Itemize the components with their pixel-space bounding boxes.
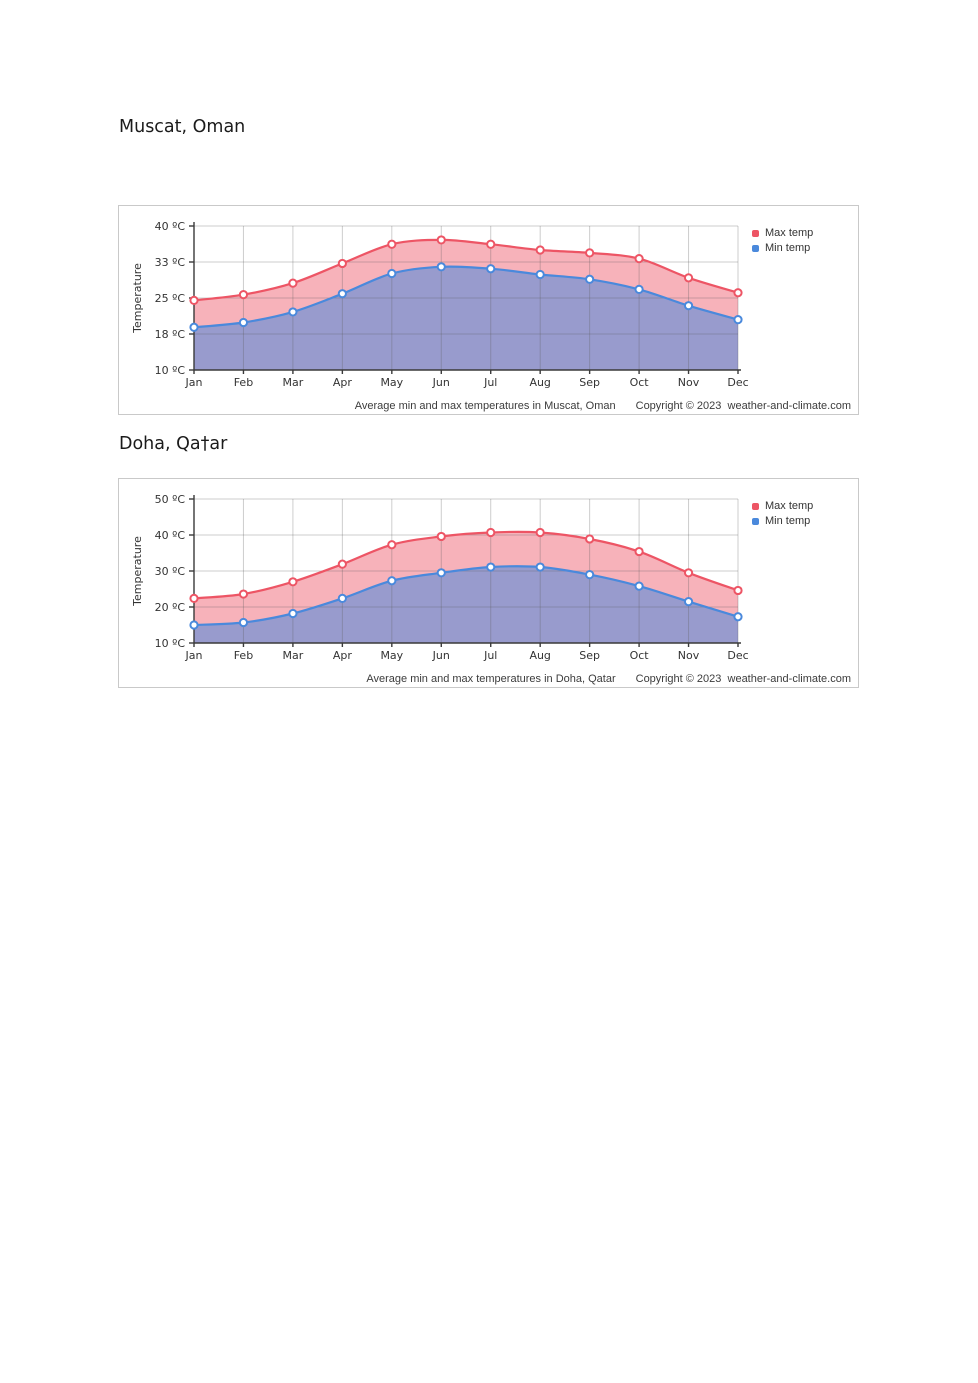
axes	[189, 495, 741, 647]
svg-text:Jul: Jul	[483, 649, 497, 662]
svg-text:Apr: Apr	[333, 376, 353, 389]
caption-text: Average min and max temperatures in Musc…	[354, 400, 616, 412]
svg-text:Oct: Oct	[630, 376, 650, 389]
max-temp-swatch-icon	[752, 229, 759, 237]
min-temp-area	[194, 566, 738, 643]
min-temp-swatch-icon	[752, 244, 759, 252]
svg-text:30 ºC: 30 ºC	[155, 565, 186, 578]
y-tick-labels: 50 ºC 40 ºC 30 ºC 20 ºC 10 ºC	[155, 493, 186, 650]
svg-text:20 ºC: 20 ºC	[155, 601, 186, 614]
max-temp-swatch-icon	[752, 502, 759, 510]
legend: Max temp Min temp	[752, 499, 813, 528]
svg-text:10 ºC: 10 ºC	[155, 637, 186, 650]
svg-text:Feb: Feb	[234, 376, 253, 389]
svg-text:Jul: Jul	[483, 376, 497, 389]
svg-text:Oct: Oct	[630, 649, 650, 662]
legend-label-min-temp: Min temp	[765, 515, 811, 527]
svg-text:Mar: Mar	[283, 376, 304, 389]
svg-text:10 ºC: 10 ºC	[155, 364, 186, 377]
y-axis-title: Temperature	[131, 536, 144, 607]
svg-text:Jan: Jan	[185, 649, 203, 662]
svg-text:18 ºC: 18 ºC	[155, 328, 186, 341]
svg-text:Jun: Jun	[432, 376, 450, 389]
legend-item-min-temp: Min temp	[752, 514, 813, 528]
y-tick-labels: 40 ºC 33 ºC 25 ºC 18 ºC 10 ºC	[155, 220, 186, 377]
max-temp-markers	[189, 235, 743, 306]
svg-text:Dec: Dec	[727, 649, 748, 662]
min-temp-markers	[189, 262, 743, 332]
svg-text:Sep: Sep	[579, 649, 600, 662]
max-temp-markers	[189, 527, 743, 603]
svg-text:40 ºC: 40 ºC	[155, 220, 186, 233]
chart-caption: Average min and max temperatures in Doha…	[366, 673, 851, 685]
svg-text:Jun: Jun	[432, 649, 450, 662]
legend-item-max-temp: Max temp	[752, 499, 813, 513]
svg-text:40 ºC: 40 ºC	[155, 529, 186, 542]
caption-text: Average min and max temperatures in Doha…	[366, 673, 616, 685]
svg-text:Sep: Sep	[579, 376, 600, 389]
min-temp-area	[194, 266, 738, 370]
svg-text:25 ºC: 25 ºC	[155, 292, 186, 305]
legend-label-max-temp: Max temp	[765, 500, 814, 512]
legend: Max temp Min temp	[752, 226, 813, 255]
min-temp-markers	[189, 562, 743, 630]
min-temp-swatch-icon	[752, 517, 759, 525]
svg-text:May: May	[380, 649, 403, 662]
svg-text:Aug: Aug	[529, 376, 550, 389]
svg-text:50 ºC: 50 ºC	[155, 493, 186, 506]
copyright-text: Copyright © 2023 weather-and-climate.com	[635, 673, 851, 685]
svg-text:Nov: Nov	[678, 376, 700, 389]
legend-item-min-temp: Min temp	[752, 241, 813, 255]
svg-text:33 ºC: 33 ºC	[155, 256, 186, 269]
y-axis-title: Temperature	[131, 263, 144, 334]
muscat-temperature-chart-card: 40 ºC 33 ºC 25 ºC 18 ºC 10 ºC Jan Feb Mar Apr May…	[118, 205, 859, 415]
svg-text:Nov: Nov	[678, 649, 700, 662]
legend-label-max-temp: Max temp	[765, 227, 814, 239]
legend-item-max-temp: Max temp	[752, 226, 813, 240]
series-areas	[194, 239, 738, 370]
chart-caption: Average min and max temperatures in Musc…	[355, 400, 851, 412]
svg-text:Apr: Apr	[333, 649, 353, 662]
svg-text:Feb: Feb	[234, 649, 253, 662]
series-areas	[194, 531, 738, 643]
svg-text:May: May	[380, 376, 403, 389]
svg-text:Dec: Dec	[727, 376, 748, 389]
legend-label-min-temp: Min temp	[765, 242, 811, 254]
svg-text:Aug: Aug	[529, 649, 550, 662]
x-tick-labels: Jan Feb Mar Apr May Jun Jul Aug Sep Oct Nov Dec	[185, 649, 749, 662]
svg-text:Mar: Mar	[283, 649, 304, 662]
copyright-text: Copyright © 2023 weather-and-climate.com	[635, 400, 851, 412]
section-title-muscat: Muscat, Oman	[119, 117, 246, 137]
doha-temperature-chart-card: 50 ºC 40 ºC 30 ºC 20 ºC 10 ºC Jan Feb Mar Apr May…	[118, 478, 859, 688]
x-tick-labels: Jan Feb Mar Apr May Jun Jul Aug Sep Oct Nov Dec	[185, 376, 749, 389]
svg-text:Jan: Jan	[185, 376, 203, 389]
section-title-doha: Doha, Qa†ar	[119, 434, 228, 454]
